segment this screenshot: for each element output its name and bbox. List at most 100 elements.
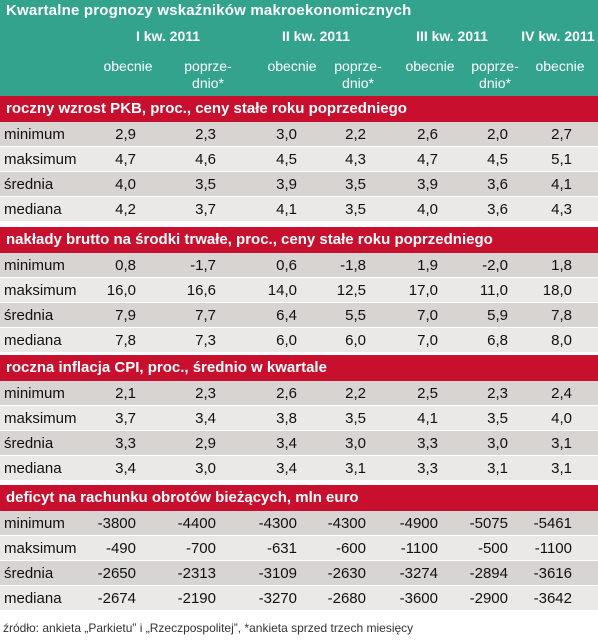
table-cell: -1100 xyxy=(400,540,438,557)
table-cell: 4,5 xyxy=(276,151,297,168)
table-cell: 4,5 xyxy=(487,151,508,168)
table-row: minimum 0,8 -1,7 0,6 -1,8 1,9 -2,0 1,8 xyxy=(0,253,598,278)
table-cell: 7,0 xyxy=(417,332,438,349)
table-row: mediana 7,8 7,3 6,0 6,0 7,0 6,8 8,0 xyxy=(0,328,598,353)
row-label: minimum xyxy=(4,385,65,402)
table-cell: 2,9 xyxy=(115,126,136,143)
table-cell: 14,0 xyxy=(267,282,297,299)
table-cell: 2,6 xyxy=(276,385,297,402)
table-cell: 4,0 xyxy=(115,176,136,193)
table-row: średnia 3,3 2,9 3,4 3,0 3,3 3,0 3,1 xyxy=(0,431,598,456)
table-cell: 3,0 xyxy=(345,435,366,452)
subheader-previous: poprze- dnio* xyxy=(184,58,232,91)
table-cell: 3,3 xyxy=(115,435,136,452)
table-cell: 2,2 xyxy=(345,385,366,402)
table-cell: 3,5 xyxy=(345,176,366,193)
table-cell: 3,4 xyxy=(115,460,136,477)
table-cell: -490 xyxy=(105,540,136,557)
table-row: mediana 3,4 3,0 3,4 3,1 3,3 3,1 3,1 xyxy=(0,456,598,481)
table-row: maksimum 16,0 16,6 14,0 12,5 17,0 11,0 18,0 xyxy=(0,278,598,303)
table-cell: 4,0 xyxy=(417,201,438,218)
table-cell: 1,9 xyxy=(417,257,438,274)
table-cell: -5461 xyxy=(533,515,572,532)
section-title: roczna inflacja CPI, proc., średnio w kw… xyxy=(6,359,327,376)
table-cell: -2,0 xyxy=(482,257,508,274)
table-row: średnia -2650 -2313 -3109 -2630 -3274 -2894 -36… xyxy=(0,561,598,586)
table-row: minimum 2,9 2,3 3,0 2,2 2,6 2,0 2,7 xyxy=(0,122,598,147)
subheader-current: obecnie xyxy=(535,58,585,74)
section-title: roczny wzrost PKB, proc., ceny stałe rok… xyxy=(6,100,407,117)
table-row: maksimum 3,7 3,4 3,8 3,5 4,1 3,5 4,0 xyxy=(0,406,598,431)
section-title: deficyt na rachunku obrotów bieżących, m… xyxy=(6,489,359,506)
table-cell: -3800 xyxy=(97,515,136,532)
table-cell: -4300 xyxy=(258,515,297,532)
table-cell: 11,0 xyxy=(479,282,508,299)
subheader-current: obecnie xyxy=(405,58,455,74)
table-cell: 4,2 xyxy=(115,201,136,218)
table-cell: -3274 xyxy=(399,565,438,582)
table-row: minimum -3800 -4400 -4300 -4300 -4900 -5075 -54… xyxy=(0,511,598,536)
table-cell: 1,8 xyxy=(551,257,572,274)
table-cell: 16,6 xyxy=(186,282,216,299)
table-cell: 2,3 xyxy=(195,126,216,143)
row-label: mediana xyxy=(4,460,62,477)
table-cell: 3,8 xyxy=(276,410,297,427)
table-cell: 2,5 xyxy=(417,385,438,402)
table-cell: -700 xyxy=(185,540,216,557)
table-cell: -2900 xyxy=(469,590,508,607)
table-cell: -2650 xyxy=(97,565,136,582)
table-title: Kwartalne prognozy wskaźników makroekono… xyxy=(6,2,412,19)
table-cell: 3,9 xyxy=(417,176,438,193)
table-cell: 4,3 xyxy=(345,151,366,168)
section-header: roczny wzrost PKB, proc., ceny stałe rok… xyxy=(0,96,598,122)
table-row: mediana -2674 -2190 -3270 -2680 -3600 -2900 -36… xyxy=(0,586,598,611)
subheader-previous: poprze- dnio* xyxy=(334,58,382,91)
table-cell: 3,1 xyxy=(487,460,508,477)
table-cell: 3,4 xyxy=(276,460,297,477)
table-header: Kwartalne prognozy wskaźników makroekono… xyxy=(0,0,598,96)
table-cell: 5,1 xyxy=(551,151,572,168)
table-cell: 2,0 xyxy=(487,126,508,143)
table-cell: 3,9 xyxy=(276,176,297,193)
table-cell: -4900 xyxy=(399,515,438,532)
quarter-header-3: III kw. 2011 xyxy=(416,28,488,44)
table-cell: -4300 xyxy=(327,515,366,532)
table-cell: 6,0 xyxy=(276,332,297,349)
row-label: średnia xyxy=(4,435,54,452)
table-cell: 3,5 xyxy=(195,176,216,193)
quarter-header-4: IV kw. 2011 xyxy=(521,28,595,44)
table-cell: -500 xyxy=(477,540,508,557)
table-cell: -1100 xyxy=(534,540,572,557)
table-cell: 0,8 xyxy=(115,257,136,274)
row-label: średnia xyxy=(4,307,54,324)
subheader-current: obecnie xyxy=(267,58,317,74)
subheader-previous: poprze- dnio* xyxy=(471,58,519,91)
table-cell: 2,4 xyxy=(551,385,572,402)
table-cell: 8,0 xyxy=(551,332,572,349)
row-label: średnia xyxy=(4,176,54,193)
table-cell: 6,0 xyxy=(345,332,366,349)
table-cell: 3,0 xyxy=(276,126,297,143)
row-label: maksimum xyxy=(4,282,77,299)
table-cell: 7,3 xyxy=(195,332,216,349)
table-cell: 2,1 xyxy=(115,385,136,402)
table-cell: 18,0 xyxy=(542,282,572,299)
table-cell: 4,7 xyxy=(115,151,136,168)
table-cell: -600 xyxy=(335,540,366,557)
table-cell: 3,1 xyxy=(551,435,572,452)
footnote-text: źródło: ankieta „Parkietu” i „Rzeczpospo… xyxy=(3,621,414,635)
table-cell: 7,8 xyxy=(551,307,572,324)
table-cell: -3600 xyxy=(399,590,438,607)
row-label: mediana xyxy=(4,201,62,218)
table-row: minimum 2,1 2,3 2,6 2,2 2,5 2,3 2,4 xyxy=(0,381,598,406)
table-cell: -2894 xyxy=(469,565,508,582)
table-row: średnia 7,9 7,7 6,4 5,5 7,0 5,9 7,8 xyxy=(0,303,598,328)
table-cell: 6,8 xyxy=(487,332,508,349)
table-cell: -5075 xyxy=(469,515,508,532)
table-cell: 3,6 xyxy=(487,201,508,218)
row-label: maksimum xyxy=(4,151,77,168)
table-cell: 4,1 xyxy=(276,201,297,218)
table-cell: 3,0 xyxy=(487,435,508,452)
table-cell: 7,7 xyxy=(195,307,216,324)
